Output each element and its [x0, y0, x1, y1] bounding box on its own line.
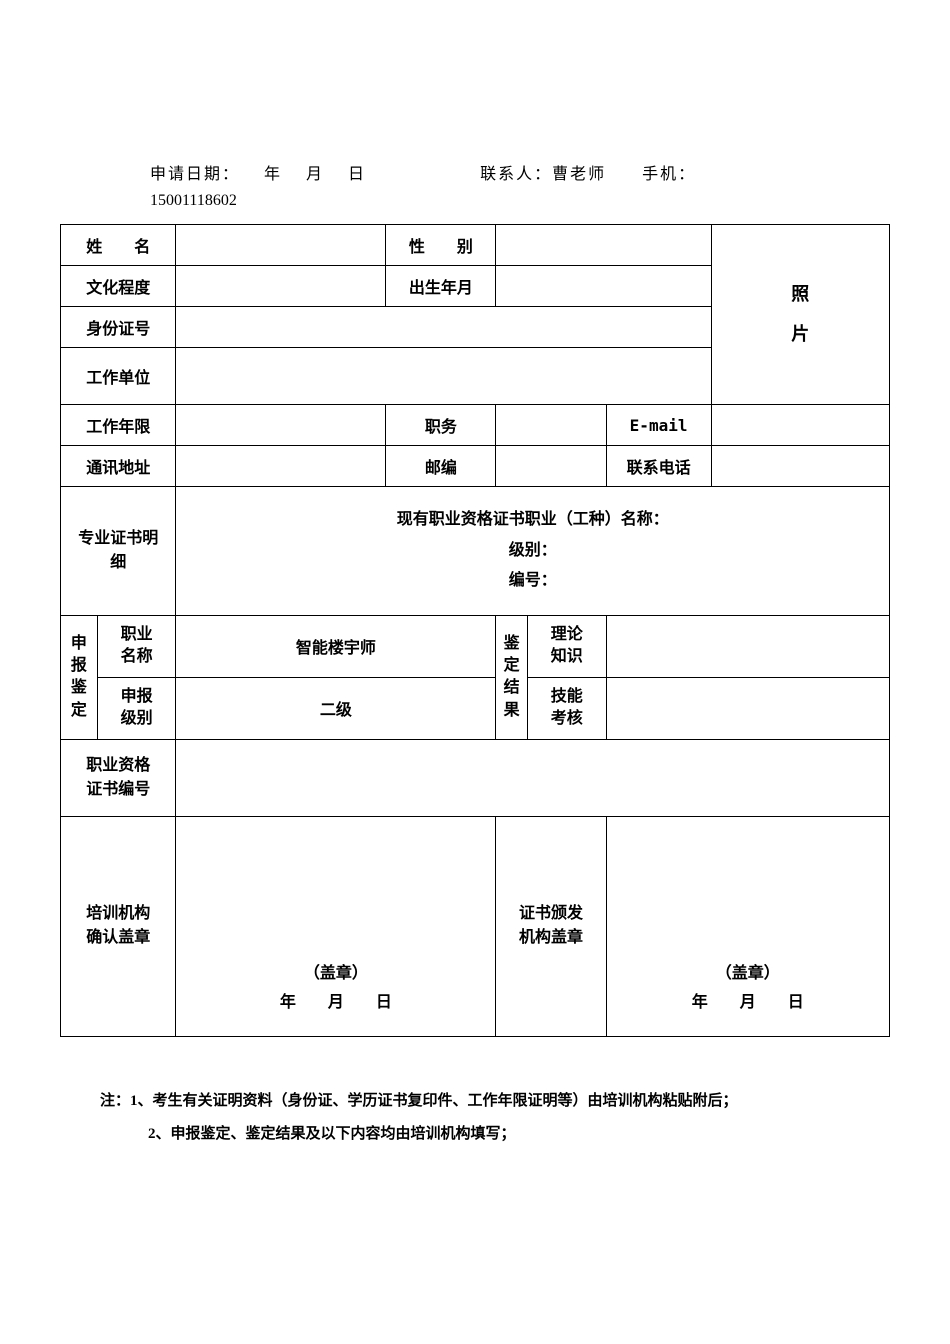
value-skill[interactable]	[606, 677, 889, 739]
cert-detail-line1: 现有职业资格证书职业（工种）名称：	[182, 505, 883, 535]
value-theory[interactable]	[606, 616, 889, 678]
label-workyears: 工作年限	[61, 405, 176, 446]
value-sex[interactable]	[496, 225, 711, 266]
label-apply-section: 申报鉴定	[61, 616, 98, 740]
label-workplace: 工作单位	[61, 348, 176, 405]
value-address[interactable]	[176, 446, 386, 487]
value-workyears[interactable]	[176, 405, 386, 446]
value-postcode[interactable]	[496, 446, 606, 487]
header-phone: 15001118602	[60, 192, 890, 210]
value-apply-level: 二级	[176, 677, 496, 739]
stamp-word-2: （盖章）	[607, 960, 889, 989]
label-train-stamp: 培训机构确认盖章	[61, 816, 176, 1036]
application-form-table: 姓 名 性 别 照 片 文化程度 出生年月 身份证号 工作单位	[60, 224, 890, 1037]
label-email: E-mail	[606, 405, 711, 446]
contact-label: 联系人：	[480, 166, 552, 183]
cert-detail-line2: 级别：	[182, 536, 883, 566]
label-result-section: 鉴定结果	[496, 616, 527, 740]
notes-section: 注：1、考生有关证明资料（身份证、学历证书复印件、工作年限证明等）由培训机构粘贴…	[60, 1085, 890, 1151]
value-duty[interactable]	[496, 405, 606, 446]
year: 年	[264, 166, 282, 183]
phone-label: 手机：	[642, 166, 696, 183]
label-address: 通讯地址	[61, 446, 176, 487]
label-birth: 出生年月	[386, 266, 496, 307]
stamp-date-1: 年 月 日	[176, 989, 495, 1018]
note-2: 2、申报鉴定、鉴定结果及以下内容均由培训机构填写；	[100, 1118, 890, 1151]
label-apply-level: 申报级别	[97, 677, 176, 739]
label-name: 姓 名	[61, 225, 176, 266]
photo-label-2: 片	[718, 315, 883, 355]
value-name[interactable]	[176, 225, 386, 266]
label-tel: 联系电话	[606, 446, 711, 487]
label-education: 文化程度	[61, 266, 176, 307]
label-sex: 性 别	[386, 225, 496, 266]
issue-stamp-area: （盖章） 年 月 日	[606, 816, 889, 1036]
label-idno: 身份证号	[61, 307, 176, 348]
label-postcode: 邮编	[386, 446, 496, 487]
value-tel[interactable]	[711, 446, 889, 487]
header-line: 申请日期： 年 月 日 联系人：曹老师 手机：	[60, 160, 890, 184]
label-duty: 职务	[386, 405, 496, 446]
label-issue-stamp: 证书颁发机构盖章	[496, 816, 606, 1036]
stamp-date-2: 年 月 日	[607, 989, 889, 1018]
value-email[interactable]	[711, 405, 889, 446]
contact-name: 曹老师	[552, 166, 606, 183]
date-prefix: 申请日期：	[150, 166, 240, 183]
photo-area: 照 片	[711, 225, 889, 405]
label-cert-detail: 专业证书明细	[61, 487, 176, 616]
value-idno[interactable]	[176, 307, 711, 348]
stamp-word-1: （盖章）	[176, 960, 495, 989]
label-theory: 理论知识	[527, 616, 606, 678]
month: 月	[306, 166, 324, 183]
value-workplace[interactable]	[176, 348, 711, 405]
note-1: 注：1、考生有关证明资料（身份证、学历证书复印件、工作年限证明等）由培训机构粘贴…	[100, 1085, 890, 1118]
value-qual-cert-no[interactable]	[176, 739, 890, 816]
photo-label-1: 照	[718, 275, 883, 315]
value-education[interactable]	[176, 266, 386, 307]
value-birth[interactable]	[496, 266, 711, 307]
label-occupation-name: 职业名称	[97, 616, 176, 678]
cert-detail-block[interactable]: 现有职业资格证书职业（工种）名称： 级别： 编号：	[176, 487, 890, 616]
label-skill: 技能考核	[527, 677, 606, 739]
cert-detail-line3: 编号：	[182, 566, 883, 596]
train-stamp-area: （盖章） 年 月 日	[176, 816, 496, 1036]
label-qual-cert-no: 职业资格证书编号	[61, 739, 176, 816]
value-occupation-name: 智能楼宇师	[176, 616, 496, 678]
day: 日	[348, 166, 366, 183]
